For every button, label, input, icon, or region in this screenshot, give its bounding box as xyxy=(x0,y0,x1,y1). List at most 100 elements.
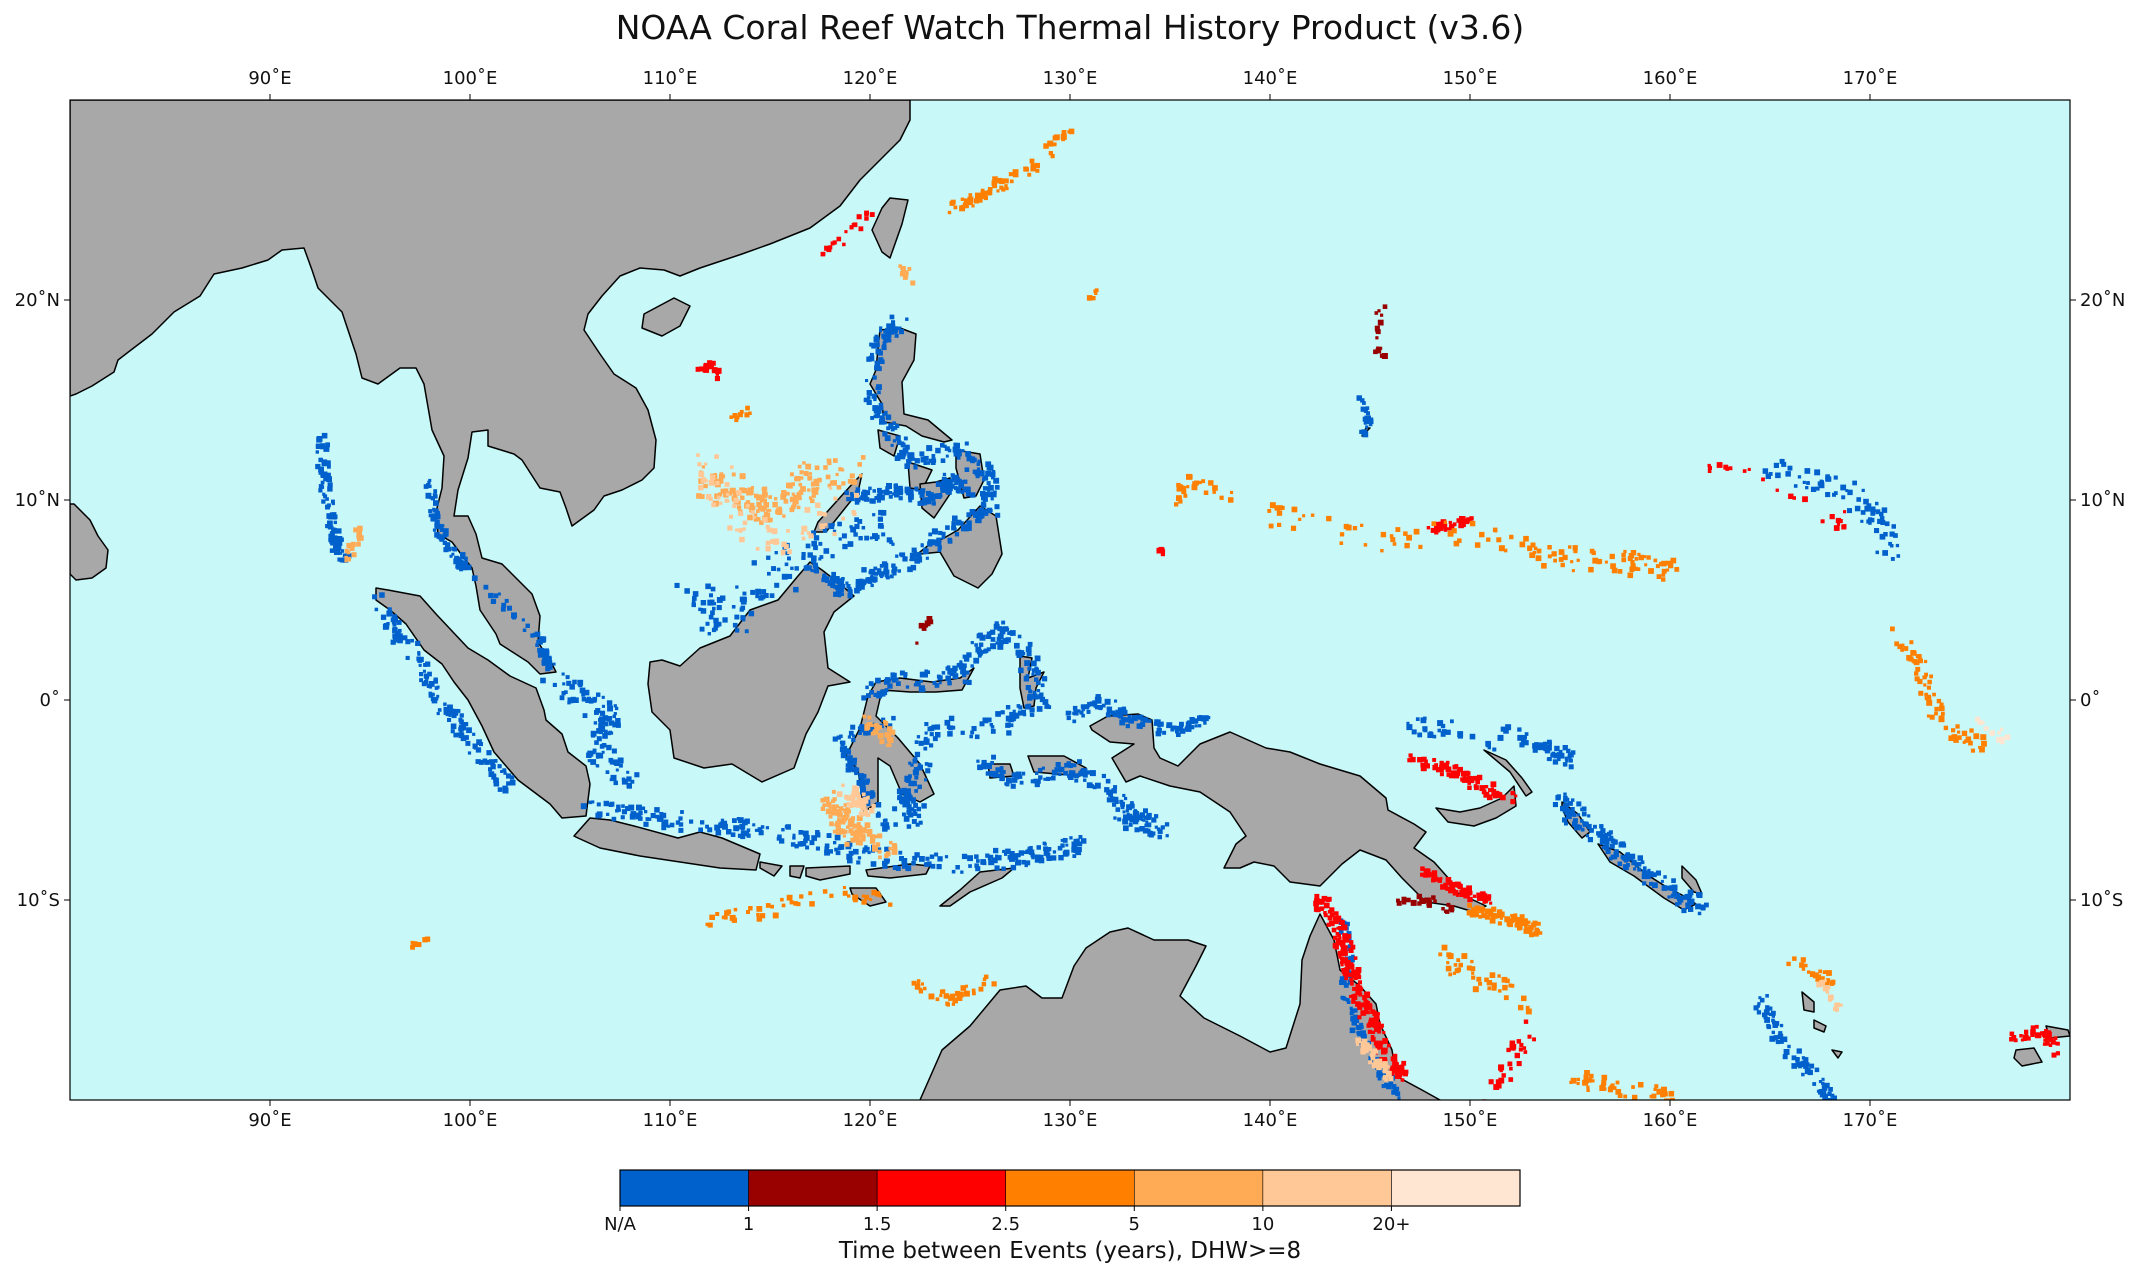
reef-pixel xyxy=(869,897,873,901)
reef-pixel xyxy=(621,809,627,815)
reef-pixel xyxy=(321,432,328,439)
reef-pixel xyxy=(1194,480,1199,486)
reef-pixel xyxy=(976,510,980,514)
reef-pixel xyxy=(1016,652,1023,658)
reef-pixel xyxy=(1178,499,1183,504)
reef-pixel xyxy=(339,551,343,555)
reef-pixel xyxy=(1343,983,1349,988)
reef-pixel xyxy=(438,524,443,530)
reef-pixel xyxy=(1376,1071,1383,1078)
reef-pixel xyxy=(1376,1064,1382,1071)
reef-pixel xyxy=(1514,1052,1520,1059)
reef-pixel xyxy=(643,821,649,827)
reef-pixel xyxy=(451,546,456,551)
reef-pixel xyxy=(552,662,556,666)
reef-pixel xyxy=(1503,548,1508,553)
reef-pixel xyxy=(862,714,867,719)
reef-pixel xyxy=(1631,1085,1635,1089)
reef-pixel xyxy=(1067,774,1071,778)
reef-pixel xyxy=(1420,717,1427,724)
reef-pixel xyxy=(1445,886,1450,891)
reef-pixel xyxy=(1072,705,1078,711)
reef-pixel xyxy=(1825,990,1830,994)
reef-pixel xyxy=(1818,969,1822,974)
reef-pixel xyxy=(493,773,497,777)
reef-pixel xyxy=(432,507,436,511)
reef-pixel xyxy=(854,791,861,798)
reef-pixel xyxy=(935,732,941,738)
reef-pixel xyxy=(1765,473,1771,479)
reef-pixel xyxy=(1062,851,1069,857)
reef-pixel xyxy=(716,597,723,603)
reef-pixel xyxy=(744,818,750,824)
reef-pixel xyxy=(847,894,851,898)
reef-pixel xyxy=(872,844,878,851)
reef-pixel xyxy=(626,783,632,789)
reef-pixel xyxy=(1319,899,1325,905)
reef-pixel xyxy=(1568,812,1573,817)
reef-pixel xyxy=(318,488,323,493)
reef-pixel xyxy=(1034,162,1040,169)
reef-pixel xyxy=(806,531,811,535)
reef-pixel xyxy=(1128,717,1135,724)
reef-pixel xyxy=(1360,1045,1366,1051)
reef-pixel xyxy=(1647,868,1651,872)
reef-pixel xyxy=(1039,696,1046,703)
reef-pixel xyxy=(899,798,904,804)
reef-pixel xyxy=(1562,817,1568,823)
reef-pixel xyxy=(1522,1046,1527,1050)
reef-pixel xyxy=(931,460,936,465)
reef-pixel xyxy=(1771,1010,1776,1016)
reef-pixel xyxy=(880,417,885,422)
reef-pixel xyxy=(1505,978,1510,984)
reef-pixel xyxy=(1688,902,1692,906)
reef-pixel xyxy=(841,533,847,539)
reef-pixel xyxy=(1803,1057,1809,1063)
reef-pixel xyxy=(1586,823,1592,829)
reef-pixel xyxy=(1372,1022,1379,1028)
reef-pixel xyxy=(1953,737,1959,743)
reef-pixel xyxy=(926,445,933,452)
reef-pixel xyxy=(1534,927,1540,933)
reef-pixel xyxy=(1509,534,1514,540)
reef-pixel xyxy=(1440,769,1444,773)
reef-pixel xyxy=(1351,994,1358,1000)
reef-pixel xyxy=(2004,734,2011,740)
reef-pixel xyxy=(1406,721,1410,725)
reef-pixel xyxy=(1636,567,1641,571)
reef-pixel xyxy=(889,424,894,429)
reef-pixel xyxy=(954,474,959,480)
reef-pixel xyxy=(939,994,943,998)
land-halmahera xyxy=(1019,655,1045,709)
reef-pixel xyxy=(1826,970,1832,976)
reef-pixel xyxy=(925,862,930,867)
reef-pixel xyxy=(561,691,566,696)
reef-pixel xyxy=(834,823,838,827)
reef-pixel xyxy=(1634,864,1639,868)
reef-pixel xyxy=(1646,555,1651,560)
reef-pixel xyxy=(2030,1032,2035,1037)
reef-pixel xyxy=(1445,877,1452,883)
reef-pixel xyxy=(595,708,601,714)
reef-pixel xyxy=(836,791,843,797)
reef-pixel xyxy=(997,643,1004,650)
reef-pixel xyxy=(1382,1069,1388,1074)
reef-pixel xyxy=(732,818,737,823)
reef-pixel xyxy=(773,538,780,545)
reef-pixel xyxy=(1045,853,1051,858)
reef-pixel xyxy=(822,803,826,807)
reef-pixel xyxy=(1326,922,1331,927)
reef-pixel xyxy=(885,822,890,826)
reef-pixel xyxy=(460,555,464,560)
reef-pixel xyxy=(602,743,607,748)
reef-pixel xyxy=(1005,715,1012,722)
reef-pixel xyxy=(506,781,511,786)
reef-pixel xyxy=(1038,775,1043,780)
reef-pixel xyxy=(809,901,815,907)
reef-pixel xyxy=(329,512,334,516)
reef-pixel xyxy=(322,471,328,477)
reef-pixel xyxy=(1073,710,1079,716)
reef-pixel xyxy=(1771,1030,1775,1035)
reef-pixel xyxy=(2042,1042,2047,1046)
